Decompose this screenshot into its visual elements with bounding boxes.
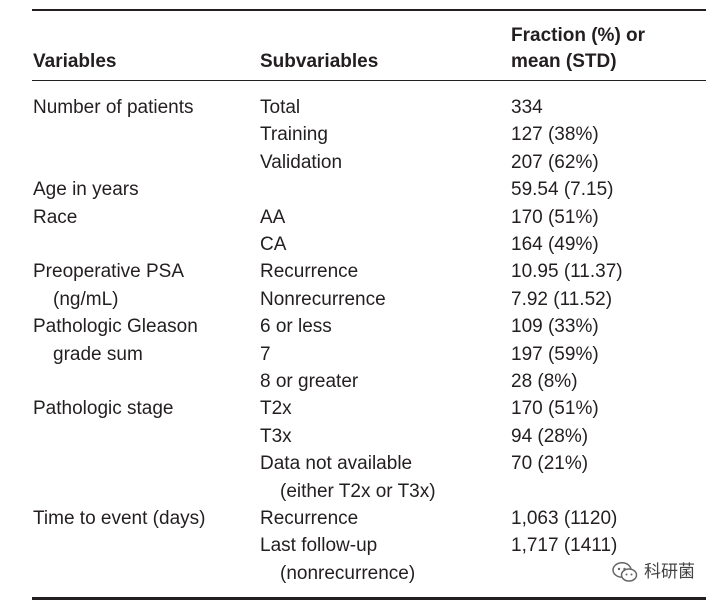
cell-variable: Time to event (days) bbox=[33, 508, 206, 529]
cell-subvariable: Recurrence bbox=[260, 508, 359, 529]
cell-value: 170 (51%) bbox=[511, 206, 599, 228]
cell-subvariable: Nonrecurrence bbox=[260, 288, 386, 310]
cell-value: 94 (28%) bbox=[511, 425, 589, 447]
cell-subvariable: (nonrecurrence) bbox=[280, 562, 416, 584]
cell-subvariable: 8 or greater bbox=[260, 371, 359, 392]
cell-subvariable: 6 or less bbox=[260, 316, 332, 338]
cell-variable: grade sum bbox=[53, 343, 143, 365]
cell-subvariable: Training bbox=[260, 124, 328, 146]
cell-subvariable: (either T2x or T3x) bbox=[280, 480, 436, 502]
cell-subvariable: CA bbox=[260, 234, 287, 255]
cell-value: 170 (51%) bbox=[511, 398, 599, 420]
cell-variable: Age in years bbox=[33, 179, 139, 201]
table-header-rule bbox=[32, 80, 706, 81]
cell-subvariable: Recurrence bbox=[260, 261, 359, 283]
cell-value: 7.92 (11.52) bbox=[511, 288, 613, 310]
cell-value: 59.54 (7.15) bbox=[511, 179, 614, 201]
cell-value: 70 (21%) bbox=[511, 453, 589, 475]
cell-variable: (ng/mL) bbox=[53, 288, 119, 310]
cell-variable: Race bbox=[33, 206, 78, 228]
cell-value: 207 (62%) bbox=[511, 151, 599, 173]
cell-subvariable: 7 bbox=[260, 343, 271, 365]
table-bottom-rule bbox=[32, 597, 706, 600]
cell-value: 109 (33%) bbox=[511, 316, 599, 338]
cell-variable: Pathologic stage bbox=[33, 398, 174, 420]
table-top-rule bbox=[32, 9, 706, 11]
cell-variable: Preoperative PSA bbox=[33, 261, 185, 283]
watermark: 科研菌 bbox=[612, 559, 695, 585]
header-variables: Variables bbox=[33, 51, 117, 72]
cell-value: 1,717 (1411) bbox=[511, 535, 618, 557]
cell-value: 334 bbox=[511, 97, 543, 118]
cell-subvariable: Total bbox=[260, 97, 301, 118]
cell-value: 1,063 (1120) bbox=[511, 508, 618, 529]
cell-variable: Pathologic Gleason bbox=[33, 316, 198, 338]
cell-value: 28 (8%) bbox=[511, 371, 578, 392]
cell-subvariable: Data not available bbox=[260, 453, 413, 475]
wechat-icon bbox=[612, 562, 638, 582]
header-fraction-line1: Fraction (%) or bbox=[511, 25, 646, 46]
cell-value: 127 (38%) bbox=[511, 124, 599, 146]
cell-value: 10.95 (11.37) bbox=[511, 261, 623, 283]
cell-variable: Number of patients bbox=[33, 97, 194, 118]
header-fraction-line2: mean (STD) bbox=[511, 51, 617, 72]
cell-value: 164 (49%) bbox=[511, 234, 599, 255]
watermark-text: 科研菌 bbox=[644, 562, 695, 582]
cell-subvariable: Last follow-up bbox=[260, 535, 378, 557]
cell-subvariable: Validation bbox=[260, 151, 343, 173]
cell-subvariable: T2x bbox=[260, 398, 292, 420]
cell-value: 197 (59%) bbox=[511, 343, 599, 365]
cell-subvariable: T3x bbox=[260, 425, 292, 447]
header-subvariables: Subvariables bbox=[260, 51, 379, 72]
cell-subvariable: AA bbox=[260, 206, 286, 228]
